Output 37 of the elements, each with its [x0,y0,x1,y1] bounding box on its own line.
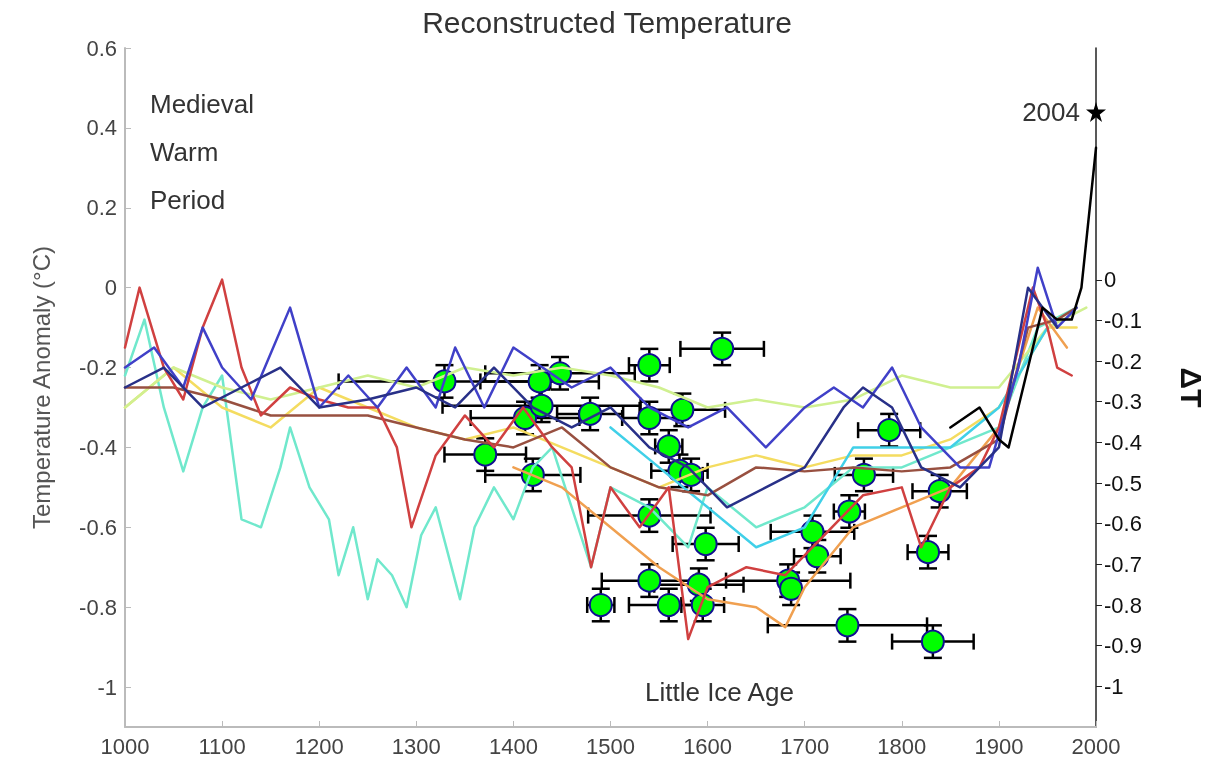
x-tick-label: 1800 [877,733,927,759]
y2-tick-label: -0.7 [1104,551,1142,577]
y2-axis-title: ΔT [1174,367,1208,408]
y2-tick-label: -0.2 [1104,348,1142,374]
y-tick-label: -0.4 [79,434,117,460]
y2-tick-label: -0.5 [1104,470,1142,496]
x-tick-label: 1500 [586,733,635,759]
x-tick-label: 1300 [391,733,441,759]
y-tick-label: -0.8 [79,594,117,620]
y2-tick-label: -0.8 [1104,592,1142,618]
y2-tick-label: -0.4 [1104,429,1142,455]
y-tick-label: 0.6 [86,35,117,61]
x-tick-label: 1900 [974,733,1024,759]
y2-tick-label: -0.1 [1104,307,1142,333]
y-tick-label: -1 [97,674,117,700]
x-tick-label: 2000 [1071,733,1121,759]
chart-title: Reconstructed Temperature [422,5,792,39]
x-tick-label: 1200 [294,733,344,759]
x-tick-label: 1000 [100,733,150,759]
y2-tick-label: -1 [1104,673,1124,699]
y-tick-label: 0.2 [86,195,117,221]
x-tick-label: 1100 [198,733,246,759]
x-tick-label: 1700 [780,733,830,759]
x-tick-label: 1400 [488,733,538,759]
y-tick-label: -0.2 [79,355,117,381]
y-tick-label: 0.4 [86,115,117,141]
y2-tick-label: 0 [1104,267,1117,293]
x-tick-label: 1600 [683,733,733,759]
y2-tick-label: -0.9 [1104,633,1142,659]
annotation: Little Ice Age [645,677,794,707]
y-axis-title: Temperature Anomaly (°C) [27,245,55,530]
y2-tick-label: -0.3 [1104,389,1142,415]
annotation: Medieval Warm Period [150,89,255,215]
y-tick-label: 0 [104,275,117,301]
y2-tick-label: -0.6 [1104,511,1142,537]
y-tick-label: -0.6 [79,514,117,540]
annotation: 2004 [1022,96,1080,127]
